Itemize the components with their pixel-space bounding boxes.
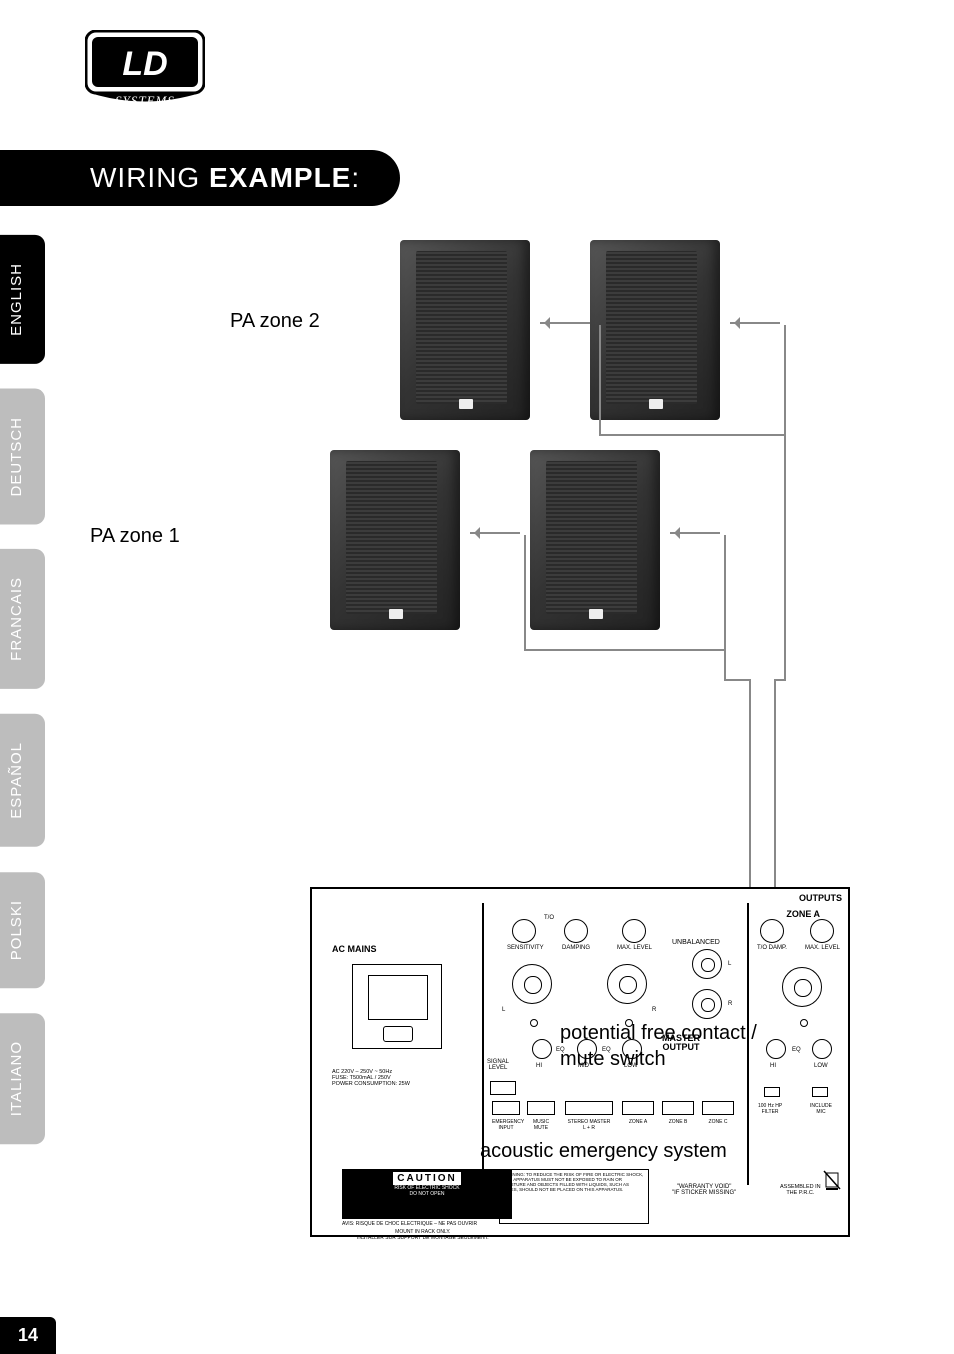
assembled-text: ASSEMBLED IN THE P.R.C. [780,1184,821,1196]
caution-mount: MOUNT IN RACK ONLY. INSTALLER SUR SUPPOR… [357,1229,489,1241]
unbalanced-label: UNBALANCED [672,939,720,946]
lang-tab-polski[interactable]: POLSKI [0,872,45,988]
terminal-label-0: EMERGENCY INPUT [492,1119,520,1131]
lang-tab-english[interactable]: ENGLISH [0,235,45,364]
heading-suffix: : [351,162,360,193]
terminal-label-3: ZONE A [622,1119,654,1125]
zonea-eq-hi-knob [766,1039,786,1059]
terminal-label-2: STEREO MASTER L + R [565,1119,613,1131]
damping-knob [564,919,588,943]
sensitivity-knob [512,919,536,943]
terminal-label-4: ZONE B [662,1119,694,1125]
lang-tab-deutsch[interactable]: DEUTSCH [0,389,45,525]
include-mic-switch [812,1087,828,1097]
zone2-label: PA zone 2 [230,310,320,333]
speaker-3 [330,450,460,630]
zone-a-label: ZONE A [786,909,820,919]
lang-tab-italiano[interactable]: ITALIANO [0,1013,45,1144]
emergency-system-label: acoustic emergency system [480,1140,727,1163]
zonea-max-knob [810,919,834,943]
lang-tab-español[interactable]: ESPAÑOL [0,714,45,847]
heading-main: EXAMPLE [209,162,351,193]
heading-prefix: WIRING [90,162,209,193]
terminal-3 [622,1101,654,1115]
signal-level-label: SIGNAL LEVEL [487,1059,509,1071]
speaker-1 [400,240,530,420]
max-level-knob [622,919,646,943]
unbal-r-jack [692,989,722,1019]
master-l-jack [512,964,552,1004]
svg-text:SYSTEMS: SYSTEMS [115,93,175,108]
speaker-4 [530,450,660,630]
terminal-1 [527,1101,555,1115]
zone1-label: PA zone 1 [90,525,180,548]
signal-level-dip [490,1081,516,1095]
terminal-5 [702,1101,734,1115]
brand-logo: LD SYSTEMS [85,30,205,115]
warranty-text: "WARRANTY VOID" "IF STICKER MISSING" [672,1184,736,1196]
caution-fr: AVIS: RISQUE DE CHOC ELECTRIQUE – NE PAS… [342,1221,477,1227]
link-arrow-1 [540,322,590,324]
terminal-label-1: MUSIC MUTE [527,1119,555,1131]
warning-block: WARNING: TO REDUCE THE RISK OF FIRE OR E… [499,1169,649,1224]
terminal-4 [662,1101,694,1115]
lang-tab-francais[interactable]: FRANCAIS [0,549,45,689]
hp-filter-switch [764,1087,780,1097]
terminal-label-5: ZONE C [702,1119,734,1125]
link-arrow-4 [670,532,720,534]
master-r-jack [607,964,647,1004]
page-number: 14 [0,1317,56,1354]
section-heading: WIRING EXAMPLE: [0,150,400,206]
speaker-2 [590,240,720,420]
unbal-l-jack [692,949,722,979]
zonea-damp-knob [760,919,784,943]
svg-text:LD: LD [122,45,167,83]
mute-switch-label: potential free contact / mute switch [560,1020,757,1072]
zonea-eq-low-knob [812,1039,832,1059]
ac-mains-label: AC MAINS [332,944,377,954]
terminal-2 [565,1101,613,1115]
wiring-diagram: PA zone 2 PA zone 1 OUTPUTS ZONE A AC MA… [90,230,894,1264]
eq-hi-knob [532,1039,552,1059]
zonea-jack [782,967,822,1007]
ac-inlet [352,964,442,1049]
outputs-label: OUTPUTS [799,893,842,903]
terminal-0 [492,1101,520,1115]
link-arrow-2 [730,322,780,324]
weee-icon [822,1169,842,1193]
power-spec-text: AC 220V – 250V ~ 50Hz FUSE: T500mAL / 25… [332,1069,410,1087]
link-arrow-3 [470,532,520,534]
caution-box: CAUTION RISK OF ELECTRIC SHOCK DO NOT OP… [342,1169,512,1219]
language-tabs: ENGLISH DEUTSCH FRANCAIS ESPAÑOL POLSKI ITALI… [0,235,55,1169]
